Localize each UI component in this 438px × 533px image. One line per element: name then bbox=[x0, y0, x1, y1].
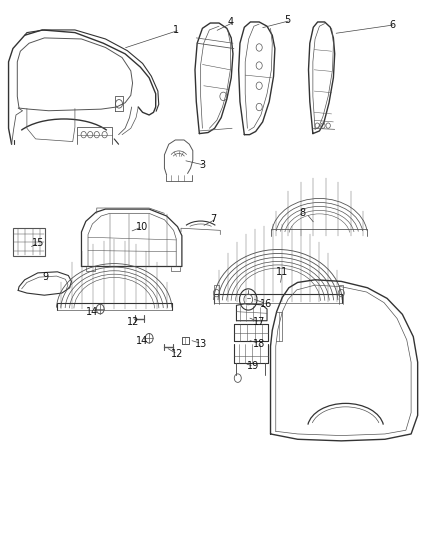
Text: 14: 14 bbox=[136, 336, 148, 346]
Text: 4: 4 bbox=[228, 17, 234, 27]
Text: 1: 1 bbox=[173, 25, 179, 35]
Text: 6: 6 bbox=[389, 20, 396, 30]
Text: 3: 3 bbox=[199, 160, 205, 171]
Text: 5: 5 bbox=[285, 15, 291, 26]
Text: 8: 8 bbox=[300, 208, 306, 219]
Text: 10: 10 bbox=[136, 222, 148, 232]
Text: 17: 17 bbox=[253, 317, 265, 327]
Text: 12: 12 bbox=[171, 349, 184, 359]
Text: 9: 9 bbox=[42, 272, 48, 282]
Text: 11: 11 bbox=[276, 267, 288, 277]
Text: 13: 13 bbox=[195, 338, 207, 349]
Text: 19: 19 bbox=[247, 361, 260, 372]
Text: 12: 12 bbox=[127, 317, 140, 327]
Text: 7: 7 bbox=[210, 214, 216, 224]
Text: 15: 15 bbox=[32, 238, 45, 247]
Text: 18: 18 bbox=[253, 338, 265, 349]
Text: 16: 16 bbox=[260, 298, 272, 309]
Text: 14: 14 bbox=[86, 306, 98, 317]
